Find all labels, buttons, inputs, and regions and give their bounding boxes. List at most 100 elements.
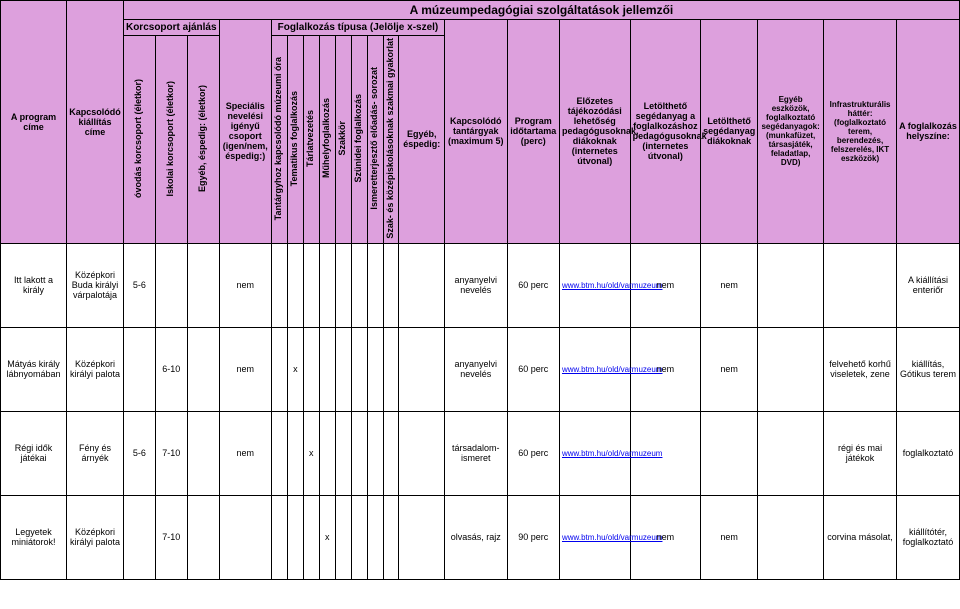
cell: [335, 327, 351, 411]
cell: [367, 495, 383, 579]
cell: [367, 243, 383, 327]
hdr-special: Speciális nevelési igényű csoport (igen/…: [219, 20, 271, 244]
cell: 7-10: [155, 495, 187, 579]
info-link[interactable]: www.btm.hu/old/varmuzeum: [562, 449, 662, 458]
hdr-location: A foglalkozás helyszíne:: [896, 20, 959, 244]
cell: x: [319, 495, 335, 579]
hdr-t-c13: Szak- és középiskolásoknak szakmai gyako…: [383, 36, 399, 244]
cell: társadalom-ismeret: [444, 411, 507, 495]
cell: corvina másolat,: [824, 495, 897, 579]
cell: [155, 243, 187, 327]
cell: [383, 327, 399, 411]
cell: [287, 411, 303, 495]
cell: [758, 411, 824, 495]
hdr-t-c11: Szünidei foglalkozás: [351, 36, 367, 244]
hdr-infra: Infrastrukturális háttér: (foglalkoztató…: [824, 20, 897, 244]
cell: [758, 327, 824, 411]
cell: foglalkoztató: [896, 411, 959, 495]
cell: [383, 411, 399, 495]
cell: olvasás, rajz: [444, 495, 507, 579]
table-row: Mátyás király lábnyomábanKözépkori királ…: [1, 327, 960, 411]
cell: [758, 243, 824, 327]
info-link[interactable]: www.btm.hu/old/varmuzeum: [562, 365, 662, 374]
cell: Itt lakott a király: [1, 243, 67, 327]
cell: www.btm.hu/old/varmuzeum: [559, 327, 630, 411]
cell: nem: [701, 495, 758, 579]
cell: [287, 243, 303, 327]
hdr-t-c7: Tematikus foglalkozás: [287, 36, 303, 244]
cell: Középkori királyi palota: [67, 495, 124, 579]
cell: [399, 327, 445, 411]
info-link[interactable]: www.btm.hu/old/varmuzeum: [562, 533, 662, 542]
cell: 5-6: [123, 243, 155, 327]
cell: [351, 327, 367, 411]
hdr-dl-student: Letölthető segédanyag diákoknak: [701, 20, 758, 244]
cell: [335, 243, 351, 327]
cell: kiállítás, Gótikus terem: [896, 327, 959, 411]
cell: [824, 243, 897, 327]
cell: felvehető korhű viseletek, zene: [824, 327, 897, 411]
hdr-exhibition: Kapcsolódó kiállítás címe: [67, 1, 124, 244]
cell: Mátyás király lábnyomában: [1, 327, 67, 411]
cell: Fény és árnyék: [67, 411, 124, 495]
cell: x: [303, 411, 319, 495]
cell: [351, 411, 367, 495]
cell: [319, 411, 335, 495]
cell: Középkori Buda királyi várpalotája: [67, 243, 124, 327]
table-title: A múzeumpedagógiai szolgáltatások jellem…: [123, 1, 959, 20]
cell: [319, 243, 335, 327]
cell: anyanyelvi nevelés: [444, 327, 507, 411]
cell: [383, 495, 399, 579]
hdr-t-c14: Egyéb, éspedig:: [399, 36, 445, 244]
cell: [187, 411, 219, 495]
cell: Középkori királyi palota: [67, 327, 124, 411]
cell: [271, 411, 287, 495]
cell: [271, 243, 287, 327]
cell: [187, 243, 219, 327]
cell: nem: [219, 243, 271, 327]
cell: [399, 495, 445, 579]
cell: nem: [701, 327, 758, 411]
table-row: Itt lakott a királyKözépkori Buda király…: [1, 243, 960, 327]
cell: [123, 495, 155, 579]
cell: [335, 411, 351, 495]
cell: 60 perc: [507, 327, 559, 411]
hdr-dl-teacher: Letölthető segédanyag a foglalkozáshoz p…: [630, 20, 701, 244]
hdr-subjects: Kapcsolódó tantárgyak (maximum 5): [444, 20, 507, 244]
cell: 60 perc: [507, 411, 559, 495]
cell: anyanyelvi nevelés: [444, 243, 507, 327]
cell: [367, 411, 383, 495]
cell: 5-6: [123, 411, 155, 495]
cell: 6-10: [155, 327, 187, 411]
cell: www.btm.hu/old/varmuzeum: [559, 243, 630, 327]
cell: [187, 495, 219, 579]
table-row: Legyetek miniátorok!Középkori királyi pa…: [1, 495, 960, 579]
cell: nem: [219, 411, 271, 495]
cell: [701, 411, 758, 495]
cell: [351, 495, 367, 579]
cell: [335, 495, 351, 579]
info-link[interactable]: www.btm.hu/old/varmuzeum: [562, 281, 662, 290]
cell: [123, 327, 155, 411]
hdr-preinfo: Előzetes tájékozódási lehetőség pedagógu…: [559, 20, 630, 244]
cell: [303, 243, 319, 327]
cell: [271, 495, 287, 579]
cell: régi és mai játékok: [824, 411, 897, 495]
cell: nem: [219, 327, 271, 411]
cell: [287, 495, 303, 579]
cell: [219, 495, 271, 579]
hdr-t-c6: Tantárgyhoz kapcsolódó múzeumi óra: [271, 36, 287, 244]
hdr-t-c8: Tárlatvezetés: [303, 36, 319, 244]
hdr-tools: Egyéb eszközök, foglalkoztató segédanyag…: [758, 20, 824, 244]
museum-table: A program címe Kapcsolódó kiállítás címe…: [0, 0, 960, 580]
hdr-program-title: A program címe: [1, 1, 67, 244]
hdr-t-c9: Műhelyfoglalkozás: [319, 36, 335, 244]
cell: x: [287, 327, 303, 411]
table-body: Itt lakott a királyKözépkori Buda király…: [1, 243, 960, 579]
cell: [303, 327, 319, 411]
hdr-age-school: Iskolai korcsoport (életkor): [155, 36, 187, 244]
cell: [399, 411, 445, 495]
hdr-t-c12: Ismeretterjesztő előadás- sorozat: [367, 36, 383, 244]
hdr-duration: Program időtartama (perc): [507, 20, 559, 244]
cell: [367, 327, 383, 411]
